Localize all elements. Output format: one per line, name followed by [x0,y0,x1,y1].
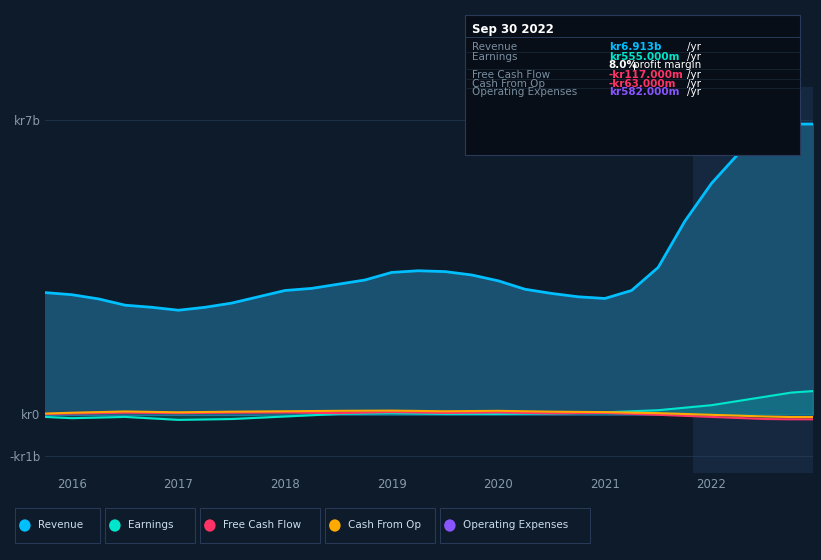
Text: Earnings: Earnings [471,52,517,62]
Text: /yr: /yr [686,43,700,53]
Text: /yr: /yr [686,87,700,97]
Text: -kr63.000m: -kr63.000m [608,79,677,89]
Text: Earnings: Earnings [128,520,173,530]
Text: profit margin: profit margin [633,60,702,71]
Text: Cash From Op: Cash From Op [348,520,421,530]
Text: /yr: /yr [686,52,700,62]
Bar [694,87,821,473]
Text: 8.0%: 8.0% [608,60,638,71]
Text: /yr: /yr [686,71,700,81]
Text: Revenue: Revenue [471,43,516,53]
Text: kr555.000m: kr555.000m [608,52,679,62]
Text: kr6.913b: kr6.913b [608,43,661,53]
Text: /yr: /yr [686,79,700,89]
Text: kr582.000m: kr582.000m [608,87,679,97]
Text: Free Cash Flow: Free Cash Flow [471,71,550,81]
Text: -kr117.000m: -kr117.000m [608,71,684,81]
Text: Operating Expenses: Operating Expenses [471,87,577,97]
Text: Operating Expenses: Operating Expenses [463,520,568,530]
Text: Sep 30 2022: Sep 30 2022 [471,22,553,35]
Text: Revenue: Revenue [38,520,83,530]
Text: Free Cash Flow: Free Cash Flow [223,520,301,530]
Text: Cash From Op: Cash From Op [471,79,544,89]
